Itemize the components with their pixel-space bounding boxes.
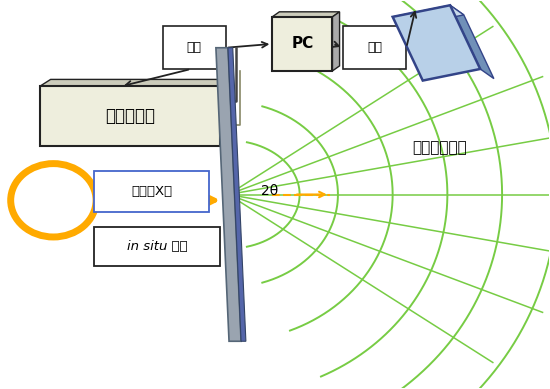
Polygon shape [393,5,464,26]
FancyBboxPatch shape [272,17,332,71]
FancyBboxPatch shape [40,86,221,146]
Polygon shape [40,79,231,86]
Polygon shape [393,5,480,81]
Polygon shape [216,48,241,341]
Polygon shape [332,12,339,71]
Text: PC: PC [292,37,313,51]
Text: 充放電装置: 充放電装置 [105,107,155,125]
FancyBboxPatch shape [95,227,221,266]
FancyBboxPatch shape [343,26,406,69]
Text: 二次元検出器: 二次元検出器 [412,141,466,156]
Polygon shape [221,79,231,146]
Text: in situ セル: in situ セル [127,240,188,253]
Polygon shape [450,5,494,79]
Polygon shape [272,12,339,17]
Text: 放射光X線: 放射光X線 [131,185,173,198]
FancyBboxPatch shape [95,171,210,212]
Text: 2θ: 2θ [261,184,278,198]
Text: 同期: 同期 [187,41,202,54]
Text: 同期: 同期 [367,41,382,54]
FancyBboxPatch shape [163,26,225,69]
Polygon shape [228,48,246,341]
